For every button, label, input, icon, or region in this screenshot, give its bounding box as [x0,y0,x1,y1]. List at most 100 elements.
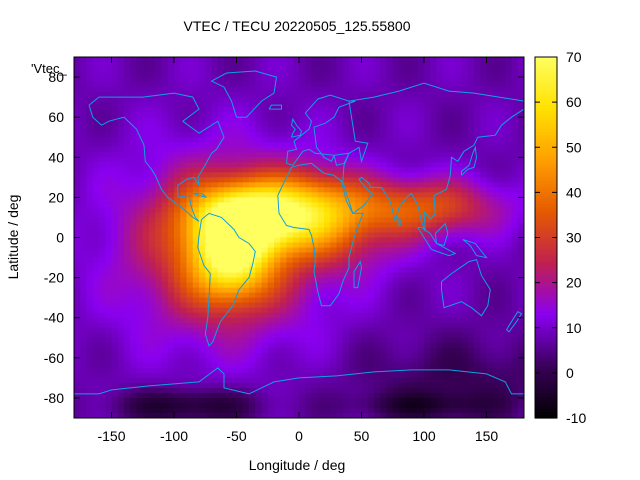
heatmap-cell [124,217,131,224]
heatmap-cell [499,372,506,379]
heatmap-cell [355,297,363,304]
heatmap-cell [380,137,388,143]
heatmap-cell [486,397,494,404]
heatmap-cell [399,62,406,68]
heatmap-cell [317,387,325,394]
heatmap-cell [180,232,188,239]
heatmap-cell [299,297,306,304]
heatmap-cell [361,102,369,108]
heatmap-cell [230,117,238,123]
heatmap-cell [192,112,200,118]
heatmap-cell [261,172,269,178]
heatmap-cell [111,87,119,93]
heatmap-cell [392,122,400,128]
heatmap-cell [399,382,406,389]
heatmap-cell [149,302,156,309]
heatmap-cell [180,247,188,254]
heatmap-cell [192,57,200,63]
heatmap-cell [436,222,444,229]
heatmap-cell [130,92,138,98]
heatmap-cell [117,252,125,259]
heatmap-cell [505,327,513,334]
heatmap-cell [255,362,263,369]
heatmap-cell [430,127,438,133]
heatmap-cell [455,112,463,118]
heatmap-cell [142,392,150,399]
heatmap-cell [442,72,450,78]
heatmap-cell [405,297,413,304]
heatmap-cell [455,352,463,359]
heatmap-cell [461,257,469,264]
heatmap-cell [86,167,94,173]
heatmap-cell [286,172,294,178]
heatmap-cell [86,392,94,399]
heatmap-cell [324,352,331,359]
heatmap-cell [274,387,281,394]
heatmap-cell [311,247,319,254]
heatmap-cell [430,207,438,214]
heatmap-cell [361,247,369,254]
heatmap-cell [192,182,200,188]
heatmap-cell [261,217,269,224]
heatmap-cell [430,147,438,153]
heatmap-cell [236,367,244,374]
heatmap-cell [324,297,331,304]
heatmap-cell [286,217,294,224]
heatmap-cell [211,92,219,98]
heatmap-cell [192,247,200,254]
heatmap-cell [161,242,169,249]
heatmap-cell [324,287,331,294]
heatmap-cell [405,97,413,103]
heatmap-cell [192,167,200,173]
heatmap-cell [355,392,363,399]
heatmap-cell [449,227,456,234]
heatmap-cell [136,152,144,158]
heatmap-cell [80,247,88,254]
heatmap-cell [349,82,356,88]
heatmap-cell [130,392,138,399]
heatmap-cell [205,377,213,384]
heatmap-cell [211,57,219,63]
heatmap-cell [236,387,244,394]
heatmap-cell [417,152,425,158]
heatmap-cell [349,347,356,354]
heatmap-cell [230,362,238,369]
heatmap-cell [192,277,200,284]
heatmap-cell [142,217,150,224]
heatmap-cell [455,67,463,73]
heatmap-cell [349,192,356,198]
heatmap-cell [342,257,350,264]
heatmap-cell [217,87,225,93]
heatmap-cell [392,272,400,279]
heatmap-cell [299,367,306,374]
heatmap-cell [424,292,431,299]
heatmap-cell [205,382,213,389]
heatmap-cell [117,282,125,289]
heatmap-cell [305,187,313,193]
heatmap-cell [342,277,350,284]
heatmap-cell [474,357,481,364]
heatmap-cell [86,187,94,193]
heatmap-cell [292,237,300,244]
heatmap-cell [467,362,475,369]
heatmap-cell [117,332,125,339]
heatmap-cell [299,337,306,344]
heatmap-cell [205,242,213,249]
heatmap-cell [317,242,325,249]
heatmap-cell [367,277,375,284]
heatmap-cell [380,202,388,209]
heatmap-cell [80,182,88,188]
heatmap-cell [392,317,400,324]
heatmap-cell [461,77,469,83]
heatmap-cell [299,102,306,108]
heatmap-cell [192,107,200,113]
heatmap-cell [80,367,88,374]
heatmap-cell [249,252,256,259]
heatmap-cell [299,262,306,269]
heatmap-cell [155,397,163,404]
heatmap-cell [192,317,200,324]
heatmap-cell [149,192,156,198]
heatmap-cell [105,72,113,78]
heatmap-cell [330,82,338,88]
heatmap-cell [80,257,88,264]
